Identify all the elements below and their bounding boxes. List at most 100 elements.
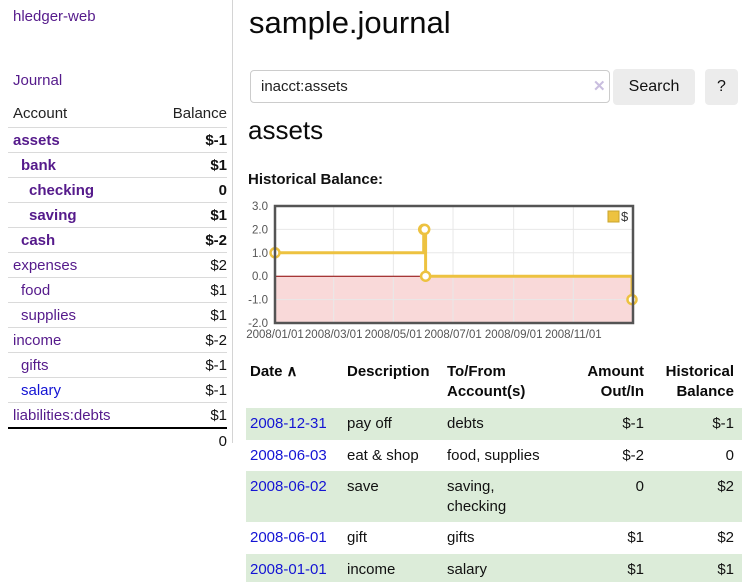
- transaction-description: pay off: [347, 415, 392, 432]
- column-header-accounts: To/From Account(s): [447, 363, 526, 400]
- account-row: bank $1: [8, 152, 227, 177]
- chart-title: Historical Balance:: [248, 171, 384, 188]
- account-link[interactable]: assets: [13, 131, 60, 149]
- account-link[interactable]: salary: [21, 381, 62, 399]
- transaction-date-link[interactable]: 2008-06-03: [250, 446, 327, 464]
- account-link[interactable]: expenses: [13, 256, 78, 274]
- account-row: liabilities:debts $1: [8, 402, 227, 427]
- transaction-amount: $-1: [622, 415, 644, 432]
- data-point-marker: [418, 223, 431, 236]
- column-header-amount: Amount Out/In: [587, 363, 644, 400]
- transaction-amount: $1: [627, 529, 644, 546]
- account-balance: $-1: [205, 356, 227, 374]
- account-balance: $2: [210, 256, 227, 274]
- plot-border: [273, 204, 635, 325]
- account-row: food $1: [8, 277, 227, 302]
- column-header-date[interactable]: Date ∧: [246, 360, 343, 408]
- account-balance: 0: [218, 181, 227, 199]
- account-balance: $1: [210, 306, 227, 324]
- accounts-total-row: 0: [8, 427, 227, 454]
- column-header-balance: Historical Balance: [665, 363, 734, 400]
- account-row: supplies $1: [8, 302, 227, 327]
- account-row: assets $-1: [8, 127, 227, 152]
- transaction-accounts: gifts: [447, 529, 475, 546]
- account-balance: $-2: [205, 231, 227, 249]
- transaction-balance: $1: [717, 560, 734, 578]
- accounts-header: Account Balance: [8, 101, 227, 127]
- transaction-row: 2008-06-03 eat & shop food, supplies $-2 0: [246, 440, 742, 472]
- search-button[interactable]: Search: [613, 69, 695, 105]
- x-tick-label: 2008/07/01: [424, 329, 482, 341]
- account-balance: $-1: [205, 381, 227, 399]
- transaction-balance: $2: [717, 529, 734, 546]
- transaction-date-link[interactable]: 2008-06-01: [250, 529, 327, 546]
- accounts-header-balance: Balance: [172, 105, 227, 122]
- transaction-row: 2008-01-01 income salary $1 $1: [246, 553, 742, 582]
- app-brand-link[interactable]: hledger-web: [13, 8, 96, 25]
- account-balance: $1: [210, 406, 227, 424]
- transaction-date-link[interactable]: 2008-06-02: [250, 478, 327, 495]
- help-button[interactable]: ?: [705, 69, 738, 105]
- x-tick-label: 2008/05/01: [365, 329, 423, 341]
- date-header-label: Date: [250, 363, 283, 380]
- y-tick-label: 1.0: [252, 248, 268, 260]
- account-balance: $-1: [205, 131, 227, 149]
- y-tick-label: 0.0: [252, 271, 268, 283]
- transaction-description: income: [347, 560, 396, 578]
- legend-label: $: [621, 209, 629, 224]
- account-link[interactable]: gifts: [21, 356, 49, 374]
- transaction-date-link[interactable]: 2008-12-31: [250, 415, 327, 432]
- transaction-amount: 0: [635, 478, 644, 495]
- data-point-marker: [419, 270, 432, 282]
- account-link[interactable]: cash: [21, 231, 56, 249]
- transaction-accounts: debts: [447, 415, 484, 432]
- transaction-row: 2008-06-01 gift gifts $1 $2: [246, 522, 742, 554]
- clear-search-icon[interactable]: ✕: [593, 78, 606, 95]
- transaction-accounts: saving, checking: [447, 478, 507, 515]
- transaction-amount: $1: [627, 560, 644, 578]
- account-row: gifts $-1: [8, 352, 227, 377]
- account-link[interactable]: saving: [29, 206, 77, 224]
- account-row: income $-2: [8, 327, 227, 352]
- transaction-balance: $2: [717, 478, 734, 495]
- accounts-list: assets $-1 bank $1 checking 0 saving $1 cash $-2 e…: [8, 127, 227, 427]
- x-tick-label: 2008/09/01: [485, 329, 543, 341]
- account-row: checking 0: [8, 177, 227, 202]
- x-tick-label: 2008/01/01: [246, 329, 304, 341]
- account-balance: $1: [210, 281, 227, 299]
- account-row: saving $1: [8, 202, 227, 227]
- register-header-row: Date ∧ Description To/From Account(s) Amo…: [246, 360, 742, 408]
- account-link[interactable]: liabilities:debts: [13, 406, 111, 424]
- transaction-balance: 0: [725, 446, 734, 464]
- account-link[interactable]: income: [13, 331, 62, 349]
- transaction-description: save: [347, 478, 379, 495]
- account-link[interactable]: food: [21, 281, 51, 299]
- account-link[interactable]: checking: [29, 181, 95, 199]
- transaction-date-link[interactable]: 2008-01-01: [250, 560, 327, 578]
- transaction-balance: $-1: [712, 415, 734, 432]
- account-row: cash $-2: [8, 227, 227, 252]
- transaction-row: 2008-06-02 save saving, checking 0 $2: [246, 471, 742, 522]
- account-link[interactable]: supplies: [21, 306, 77, 324]
- account-balance: $1: [210, 206, 227, 224]
- accounts-header-account: Account: [13, 105, 68, 122]
- sort-ascending-icon: ∧: [286, 363, 298, 380]
- register-table: Date ∧ Description To/From Account(s) Amo…: [246, 360, 742, 582]
- y-tick-label: -2.0: [248, 318, 268, 330]
- search-input[interactable]: [250, 70, 610, 103]
- legend-swatch: [607, 210, 620, 223]
- y-tick-label: -1.0: [248, 295, 268, 307]
- sidebar-item-journal[interactable]: Journal: [13, 72, 63, 89]
- sidebar-divider: [232, 0, 233, 443]
- transaction-description: eat & shop: [347, 446, 419, 464]
- x-tick-label: 2008/11/01: [545, 329, 602, 341]
- transaction-row: 2008-12-31 pay off debts $-1 $-1: [246, 408, 742, 440]
- transaction-amount: $-2: [622, 446, 644, 464]
- accounts-panel: Account Balance assets $-1 bank $1 checking 0…: [8, 101, 227, 454]
- x-tick-label: 2008/03/01: [305, 329, 363, 341]
- account-row: salary $-1: [8, 377, 227, 402]
- account-balance: $1: [210, 156, 227, 174]
- account-link[interactable]: bank: [21, 156, 57, 174]
- transaction-description: gift: [347, 529, 368, 546]
